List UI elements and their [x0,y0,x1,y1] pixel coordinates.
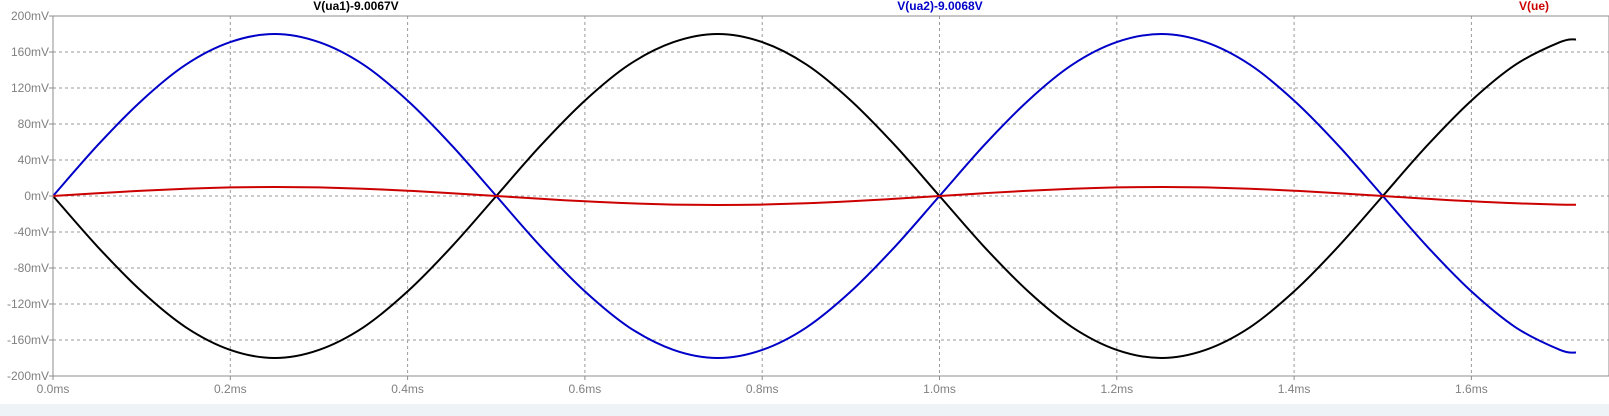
x-tick-label: 0.0ms [37,382,70,396]
x-tick-label: 0.8ms [746,382,779,396]
y-tick-label: -80mV [14,261,49,275]
y-tick-label: 0mV [24,189,49,203]
legend-series-ua2[interactable]: V(ua2)-9.0068V [897,0,982,13]
x-tick-label: 1.0ms [923,382,956,396]
trace-ua1[interactable] [52,33,1577,359]
y-tick-label: -160mV [7,333,49,347]
legend: V(ua1)-9.0067V V(ua2)-9.0068V V(ue) [313,0,1549,13]
x-tick-label: 0.6ms [569,382,602,396]
y-tick-label: 80mV [18,117,49,131]
y-tick-label: 200mV [11,9,49,23]
legend-series-ua1[interactable]: V(ua1)-9.0067V [313,0,398,13]
grid [53,16,1609,376]
traces [52,33,1577,359]
x-tick-label: 0.2ms [214,382,247,396]
y-tick-label: 120mV [11,81,49,95]
y-tick-label: 40mV [18,153,49,167]
y-tick-label: 160mV [11,45,49,59]
trace-ua2[interactable] [52,33,1577,359]
x-tick-label: 1.4ms [1278,382,1311,396]
x-tick-label: 0.4ms [391,382,424,396]
x-tick-label: 1.6ms [1455,382,1488,396]
y-tick-label: -200mV [7,369,49,383]
x-axis-ticks: 0.0ms 0.2ms 0.4ms 0.6ms 0.8ms 1.0ms 1.2ms 1.4ms… [37,376,1488,396]
x-tick-label: 1.2ms [1100,382,1133,396]
trace-ue[interactable] [52,186,1577,206]
status-strip [0,404,1609,416]
y-tick-label: -120mV [7,297,49,311]
y-tick-label: -40mV [14,225,49,239]
legend-series-ue[interactable]: V(ue) [1519,0,1549,13]
y-axis-ticks: 200mV 160mV 120mV 80mV 40mV 0mV -40mV -80mV -120… [7,9,53,383]
